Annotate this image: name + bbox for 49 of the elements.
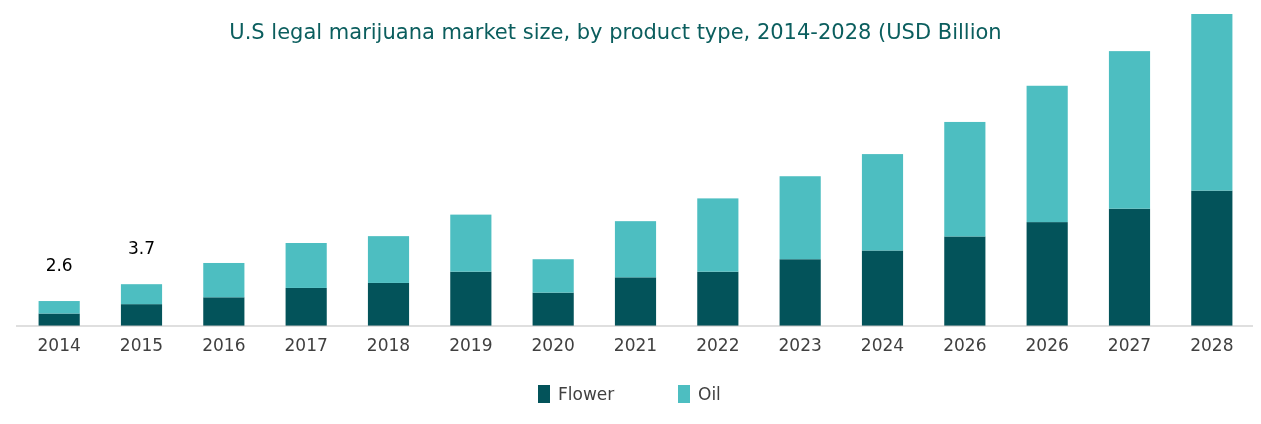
x-tick-label: 2028 (1190, 335, 1234, 355)
legend-label: Oil (698, 384, 721, 404)
x-tick-label: 2026 (1025, 335, 1069, 355)
bar (203, 297, 245, 326)
bar (697, 198, 739, 272)
x-tick-label: 2015 (119, 335, 164, 355)
bar (944, 236, 986, 326)
annotation: 2.6 (45, 255, 73, 276)
bar (1191, 190, 1233, 326)
x-tick-label: 2027 (1107, 335, 1152, 355)
bar (532, 292, 574, 326)
annotation: 3.7 (127, 238, 156, 259)
bar (532, 259, 574, 293)
bar (450, 271, 492, 326)
x-tick-label: 2016 (202, 335, 246, 355)
bar (1108, 51, 1151, 209)
chart-title: U.S legal marijuana market size, by product type, 2014-2028 (USD Billion (229, 20, 1002, 44)
bar (779, 259, 821, 326)
bar (203, 262, 245, 298)
x-tick-label: 2014 (37, 335, 81, 355)
bar (285, 287, 327, 326)
bar (944, 121, 986, 237)
bar (120, 304, 163, 326)
bar (614, 277, 657, 326)
x-tick-label: 2021 (613, 335, 658, 355)
bar (614, 221, 657, 278)
x-tick-label: 2022 (696, 335, 740, 355)
bar (1191, 14, 1233, 191)
x-tick-label: 2018 (366, 335, 411, 355)
bar (450, 214, 492, 272)
legend-label: Flower (558, 384, 615, 404)
x-tick-label: 2024 (860, 335, 905, 355)
x-tick-label: 2023 (778, 335, 822, 355)
bar (1026, 85, 1068, 223)
bar (120, 284, 163, 305)
bar (38, 301, 80, 314)
bar (367, 282, 410, 326)
bar (367, 236, 410, 283)
bar (1026, 222, 1068, 326)
x-tick-label: 2020 (531, 335, 575, 355)
x-tick-label: 2017 (284, 335, 328, 355)
bar (285, 243, 327, 288)
x-tick-label: 2019 (449, 335, 493, 355)
x-tick-label: 2026 (943, 335, 987, 355)
bar (861, 250, 904, 326)
bar (1108, 208, 1151, 326)
bar (861, 154, 904, 251)
bar (779, 176, 821, 260)
bar (697, 271, 739, 326)
